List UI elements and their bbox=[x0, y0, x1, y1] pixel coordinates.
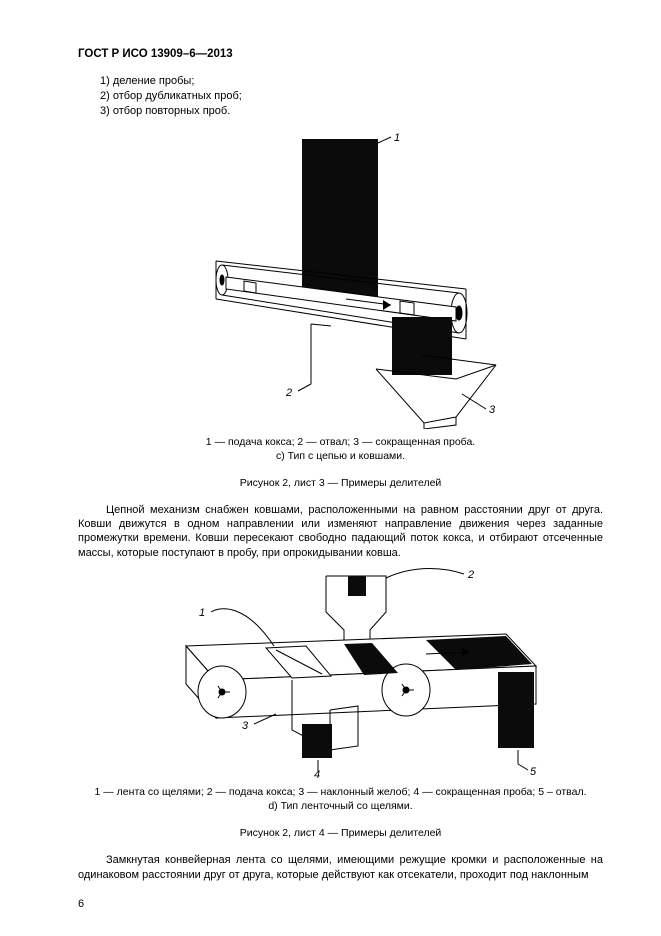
figure-title: Рисунок 2, лист 4 — Примеры делителей bbox=[78, 827, 603, 839]
figure-legend: 1 — подача кокса; 2 — отвал; 3 — сокраще… bbox=[78, 435, 603, 463]
figure-slotted-belt: 2 bbox=[78, 564, 603, 779]
figure-svg: 1 bbox=[156, 129, 526, 429]
numbered-list: 1) деление пробы; 2) отбор дубликатных п… bbox=[100, 74, 603, 119]
page-number: 6 bbox=[78, 898, 84, 910]
list-item: 3) отбор повторных проб. bbox=[100, 104, 603, 119]
svg-text:2: 2 bbox=[285, 387, 292, 399]
body-paragraph: Замкнутая конвейерная лента со щелями, и… bbox=[78, 853, 603, 882]
figure-title: Рисунок 2, лист 3 — Примеры делителей bbox=[78, 477, 603, 489]
svg-text:1: 1 bbox=[199, 607, 205, 619]
figure-legend: 1 — лента со щелями; 2 — подача кокса; 3… bbox=[78, 785, 603, 813]
legend-text: 1 — подача кокса; 2 — отвал; 3 — сокраще… bbox=[206, 436, 475, 448]
svg-text:1: 1 bbox=[394, 132, 400, 144]
body-paragraph: Цепной механизм снабжен ковшами, располо… bbox=[78, 503, 603, 560]
figure-subtype: c) Тип с цепью и ковшами. bbox=[276, 450, 405, 462]
svg-text:3: 3 bbox=[242, 720, 249, 732]
svg-text:4: 4 bbox=[314, 769, 320, 779]
figure-subtype: d) Тип ленточный со щелями. bbox=[268, 800, 412, 812]
svg-text:5: 5 bbox=[530, 766, 537, 778]
svg-text:2: 2 bbox=[467, 569, 474, 581]
legend-text: 1 — лента со щелями; 2 — подача кокса; 3… bbox=[95, 786, 587, 798]
figure-chain-bucket: 1 bbox=[78, 129, 603, 429]
document-page: ГОСТ Р ИСО 13909–6—2013 1) деление пробы… bbox=[0, 0, 661, 936]
figure-svg: 2 bbox=[126, 564, 556, 779]
standard-header: ГОСТ Р ИСО 13909–6—2013 bbox=[78, 48, 603, 60]
svg-text:3: 3 bbox=[489, 404, 496, 416]
list-item: 2) отбор дубликатных проб; bbox=[100, 89, 603, 104]
list-item: 1) деление пробы; bbox=[100, 74, 603, 89]
